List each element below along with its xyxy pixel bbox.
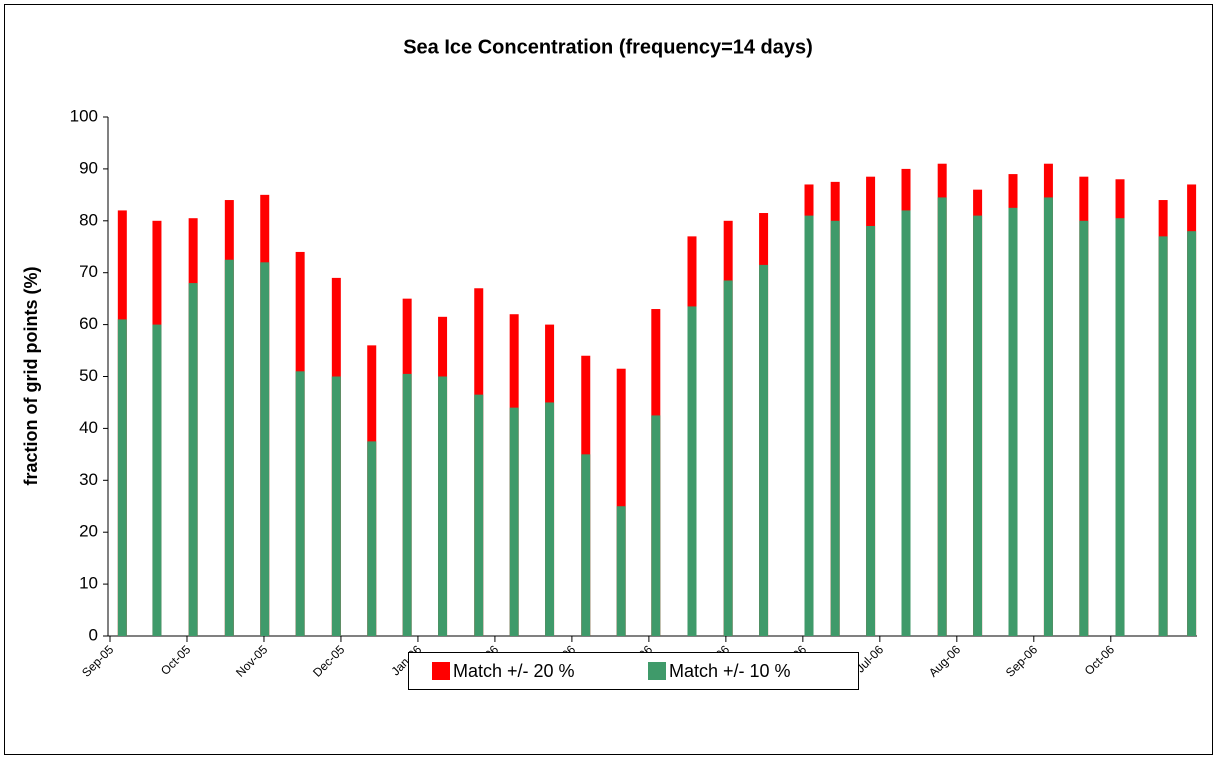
legend-label: Match +/- 10 % (669, 661, 791, 681)
bar (438, 376, 448, 636)
chart-border (4, 4, 1213, 755)
bar (651, 415, 661, 636)
bar (402, 373, 412, 636)
bar (973, 215, 983, 637)
legend-swatch (648, 662, 666, 680)
y-tick-label: 60 (79, 314, 98, 333)
bar (545, 402, 555, 636)
y-tick-label: 80 (79, 210, 98, 229)
bar (830, 220, 840, 637)
legend-swatch (432, 662, 450, 680)
chart-title: Sea Ice Concentration (frequency=14 days… (403, 36, 813, 58)
y-tick-label: 40 (79, 418, 98, 437)
legend-box (408, 652, 859, 690)
y-tick-label: 20 (79, 522, 98, 541)
bar (723, 280, 733, 636)
bar (616, 368, 626, 636)
y-tick-label: 90 (79, 158, 98, 177)
bar (581, 454, 591, 636)
y-tick-label: 30 (79, 470, 98, 489)
bar (1079, 220, 1089, 637)
bar (152, 324, 162, 636)
y-tick-label: 50 (79, 366, 98, 385)
bar (474, 394, 484, 636)
bar (901, 210, 911, 637)
bar (367, 441, 377, 636)
bar (295, 371, 305, 636)
y-tick-label: 70 (79, 262, 98, 281)
bar (866, 225, 876, 637)
bar (1115, 218, 1125, 636)
bar (1187, 231, 1197, 636)
bar (1008, 207, 1018, 636)
y-tick-label: 10 (79, 574, 98, 593)
y-tick-label: 0 (89, 625, 98, 644)
bar (260, 262, 270, 636)
bar (1043, 197, 1053, 636)
bar (509, 407, 519, 636)
bar (331, 376, 341, 636)
bar (687, 306, 697, 636)
bar (1158, 236, 1168, 636)
bar (224, 259, 234, 636)
bar (804, 215, 814, 637)
bar (188, 283, 198, 636)
bar (937, 197, 947, 636)
y-axis-label: fraction of grid points (%) (21, 267, 41, 486)
bar (117, 319, 127, 636)
y-tick-label: 100 (70, 106, 98, 125)
bar (759, 264, 769, 636)
bar (616, 506, 626, 636)
legend-label: Match +/- 20 % (453, 661, 575, 681)
